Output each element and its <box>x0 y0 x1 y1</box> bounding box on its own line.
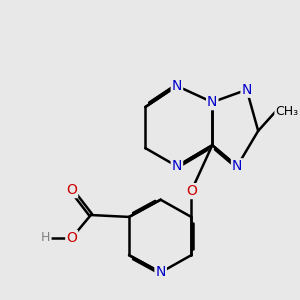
Text: CH₃: CH₃ <box>275 105 298 118</box>
Text: N: N <box>172 79 182 93</box>
Text: H: H <box>41 232 51 244</box>
Text: N: N <box>155 266 166 279</box>
Text: N: N <box>242 83 252 97</box>
Text: O: O <box>66 231 77 245</box>
Text: N: N <box>232 159 242 173</box>
Text: N: N <box>207 95 217 109</box>
Text: O: O <box>186 184 197 198</box>
Text: O: O <box>66 183 77 197</box>
Text: N: N <box>172 159 182 173</box>
